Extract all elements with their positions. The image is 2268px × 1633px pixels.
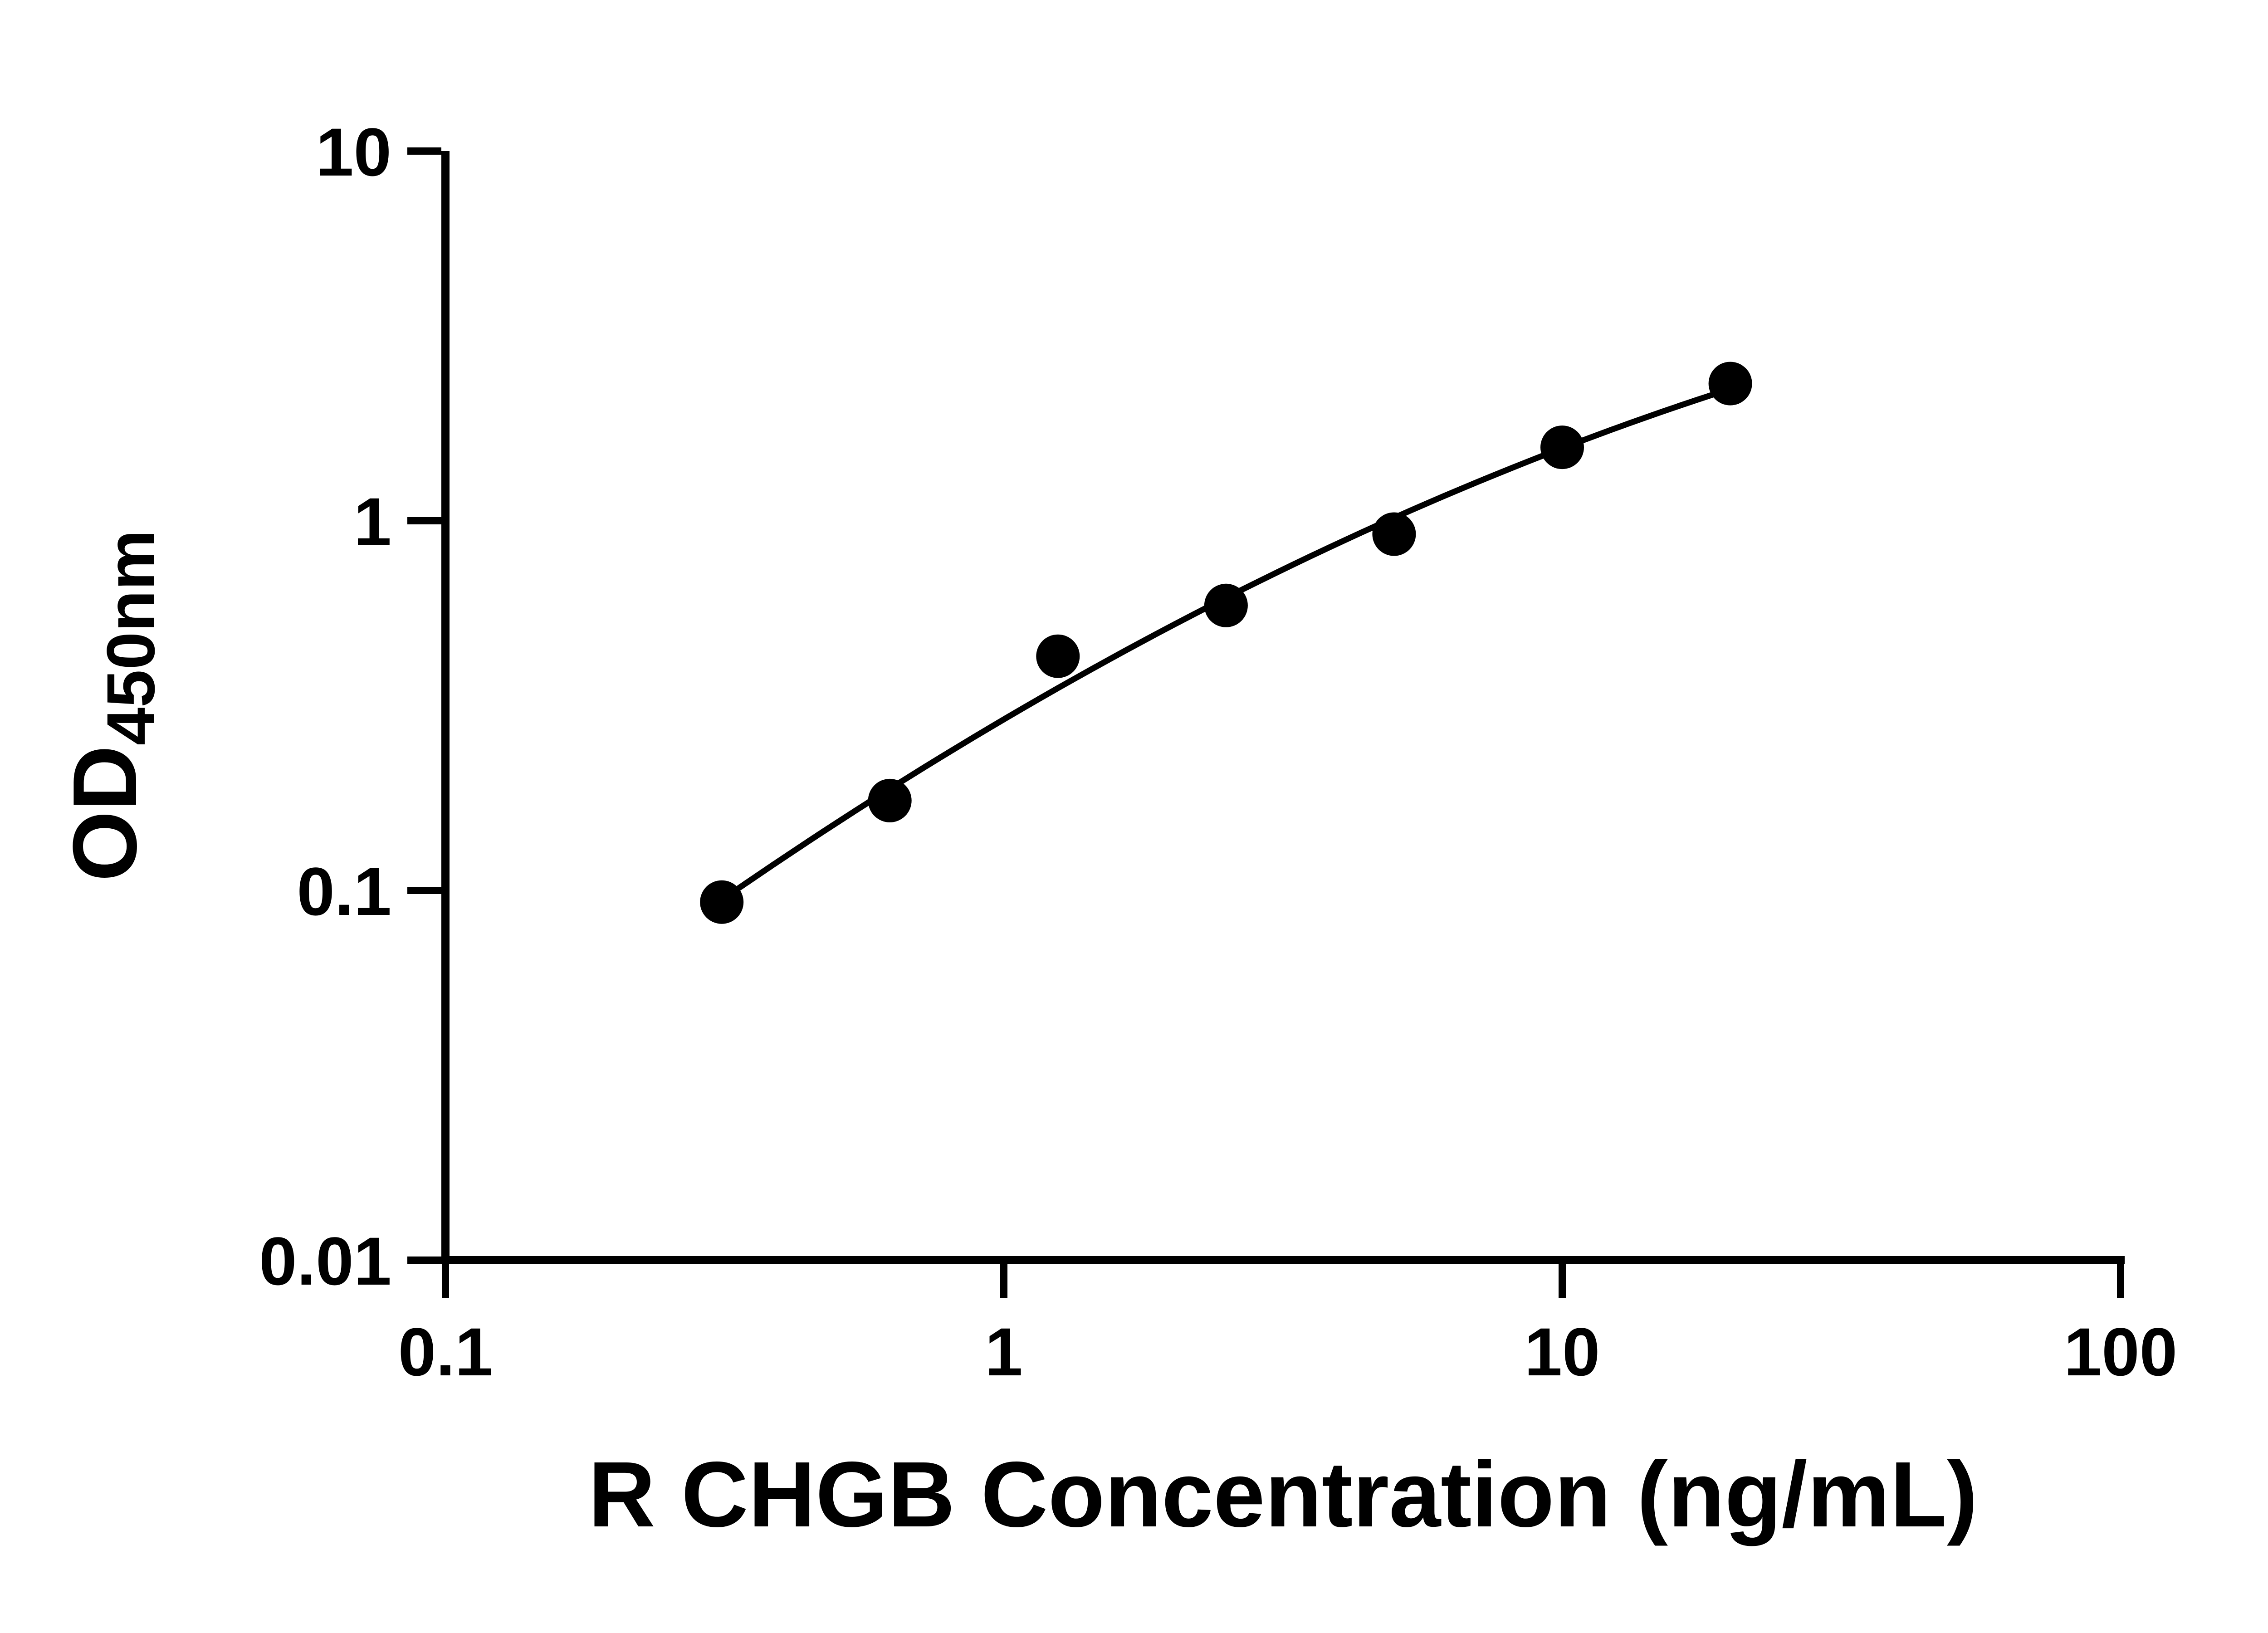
y-tick-label: 1 — [354, 484, 391, 560]
y-axis-title-main: OD — [54, 745, 156, 881]
data-point — [700, 880, 744, 924]
data-point — [1204, 583, 1248, 627]
data-point — [1372, 512, 1416, 556]
data-point — [1540, 425, 1584, 469]
data-point — [868, 778, 912, 822]
y-tick-label: 10 — [316, 114, 391, 190]
y-axis-title-subscript: 450nm — [93, 530, 169, 745]
x-axis-title: R CHGB Concentration (ng/mL) — [588, 1442, 1978, 1546]
y-tick-label: 0.1 — [297, 853, 391, 929]
y-axis-title: OD450nm — [54, 530, 169, 881]
x-tick-label: 1 — [985, 1314, 1022, 1390]
data-point — [1708, 362, 1752, 406]
x-tick-label: 0.1 — [398, 1314, 493, 1390]
trend-line — [720, 386, 1731, 903]
data-point — [1036, 634, 1080, 678]
y-tick-label: 0.01 — [259, 1223, 391, 1299]
x-tick-label: 100 — [2064, 1314, 2177, 1390]
x-tick-label: 10 — [1525, 1314, 1600, 1390]
